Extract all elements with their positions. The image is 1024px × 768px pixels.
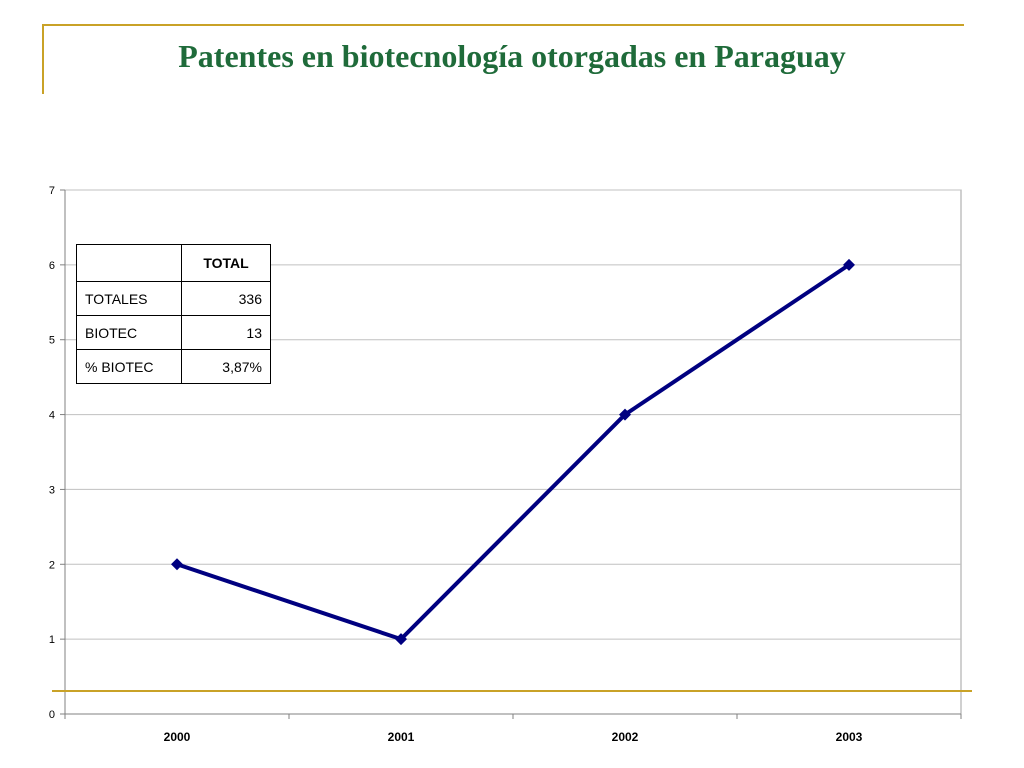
decorative-bottom-rule <box>52 690 972 692</box>
y-tick-label: 3 <box>49 484 55 496</box>
x-tick-label: 2002 <box>612 730 639 744</box>
series-line <box>176 263 851 642</box>
table-row: TOTALES 336 <box>76 281 271 316</box>
data-point-marker <box>395 633 407 646</box>
decorative-top-rule <box>42 24 964 26</box>
table-row-value: 336 <box>181 281 271 316</box>
y-tick-label: 7 <box>49 185 55 197</box>
table-header-cell: TOTAL <box>181 244 271 282</box>
data-point-marker <box>843 258 855 271</box>
table-row-label: TOTALES <box>76 281 182 316</box>
decorative-left-rule <box>42 24 44 94</box>
y-tick-label: 1 <box>49 634 55 646</box>
table-row-value: 13 <box>181 315 271 350</box>
table-header-row: TOTAL <box>76 244 271 282</box>
y-tick-label: 0 <box>49 709 55 721</box>
table-row-label: BIOTEC <box>76 315 182 350</box>
table-row-value: 3,87% <box>181 349 271 384</box>
y-tick-label: 5 <box>49 335 55 347</box>
x-tick-label: 2001 <box>388 730 415 744</box>
y-tick-label: 4 <box>49 410 55 422</box>
data-point-marker <box>619 408 631 421</box>
y-tick-label: 6 <box>49 260 55 272</box>
data-point-marker <box>171 558 183 571</box>
x-tick-label: 2000 <box>164 730 191 744</box>
x-tick-label: 2003 <box>836 730 863 744</box>
table-header-cell <box>76 244 182 282</box>
table-row: BIOTEC 13 <box>76 315 271 350</box>
summary-table: TOTAL TOTALES 336 BIOTEC 13 % BIOTEC 3,8… <box>76 244 271 384</box>
slide-title: Patentes en biotecnología otorgadas en P… <box>178 38 846 74</box>
table-row: % BIOTEC 3,87% <box>76 349 271 384</box>
y-tick-label: 2 <box>49 559 55 571</box>
table-row-label: % BIOTEC <box>76 349 182 384</box>
